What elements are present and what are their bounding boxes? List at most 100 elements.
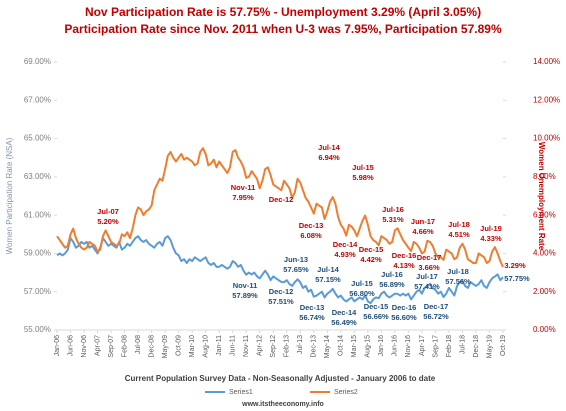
x-tick-label: Mar-15 [351, 335, 358, 357]
y-tick-label: 57.00% [24, 287, 51, 296]
x-tick-label: Dec-08 [148, 335, 155, 358]
x-tick-label: Nov-16 [405, 335, 412, 358]
x-tick-label: May-09 [162, 335, 169, 358]
annotation: 6.08% [300, 231, 322, 240]
x-tick-label: Nov-11 [243, 335, 250, 357]
annotation: Jul-16 [381, 270, 403, 279]
chart-subtitle: Participation Rate since Nov. 2011 when … [64, 22, 502, 36]
annotation: Dec-15 [359, 245, 384, 254]
annotation: Jul-15 [352, 163, 374, 172]
annotation: 56.74% [299, 313, 325, 322]
annotation: Jun-13 [284, 255, 308, 264]
annotation: 57.41% [414, 282, 440, 291]
annotation: 57.75% [504, 274, 530, 283]
x-tick-label: Feb-13 [284, 335, 291, 357]
y2-tick-label: 10.00% [533, 134, 560, 143]
x-tick-label: Jul-18 [459, 335, 466, 354]
y-tick-label: 61.00% [24, 210, 51, 219]
x-tick-label: Aug-15 [365, 335, 372, 358]
x-tick-label: Jan-16 [378, 335, 385, 357]
series-line [56, 235, 504, 305]
annotation: Nov-11 [233, 281, 258, 290]
annotation: 6.94% [318, 153, 340, 162]
x-tick-label: Sep-17 [432, 335, 439, 358]
series-line [56, 147, 504, 268]
annotation: 56.66% [363, 312, 389, 321]
annotation: 56.80% [349, 289, 375, 298]
x-tick-label: May-19 [486, 335, 493, 358]
annotation: 5.31% [382, 215, 404, 224]
y2-tick-label: 2.00% [533, 287, 556, 296]
y-axis-title: Women Participation Rate (NSA) [5, 137, 14, 254]
legend-label: Series2 [334, 389, 358, 396]
x-tick-label: Aug-10 [203, 335, 210, 358]
annotation: 56.60% [391, 313, 417, 322]
annotation: Dec-17 [424, 302, 449, 311]
x-tick-label: Dec-18 [473, 335, 480, 358]
annotation: Dec-14 [333, 240, 358, 249]
y2-tick-label: 12.00% [533, 95, 560, 104]
x-tick-label: Oct-14 [338, 335, 345, 356]
annotation: Nov-11 [231, 183, 256, 192]
annotation: 5.20% [97, 217, 119, 226]
x-tick-label: Feb-08 [121, 335, 128, 357]
x-tick-label: Mar-10 [189, 335, 196, 357]
x-tick-label: Sep-12 [270, 335, 277, 358]
annotation: 56.89% [379, 280, 405, 289]
x-tick-label: Apr-12 [257, 335, 264, 356]
legend-label: Series1 [229, 389, 253, 396]
annotation: 4.93% [334, 250, 356, 259]
annotation: Jul-14 [318, 143, 341, 152]
x-tick-label: Jul-13 [297, 335, 304, 354]
chart-title: Nov Participation Rate is 57.75% - Unemp… [85, 5, 481, 19]
y2-tick-label: 0.00% [533, 325, 556, 334]
annotation: Dec-17 [417, 253, 442, 262]
annotation: 4.33% [480, 234, 502, 243]
annotation: 56.72% [423, 312, 449, 321]
annotation: Jul-18 [447, 267, 469, 276]
x-tick-label: Sep-07 [108, 335, 115, 358]
annotation: Jun-17 [411, 217, 435, 226]
x-tick-label: Apr-17 [419, 335, 426, 356]
annotation: 4.66% [412, 227, 434, 236]
annotation: 5.98% [352, 173, 374, 182]
annotation: Jul-18 [448, 220, 470, 229]
annotation: Jul-17 [416, 272, 438, 281]
x-tick-label: Jun-11 [230, 335, 237, 356]
annotation: 4.13% [393, 261, 415, 270]
y2-tick-label: 6.00% [533, 210, 556, 219]
annotation: Dec-13 [300, 303, 325, 312]
x-tick-label: Jul-08 [135, 335, 142, 354]
annotation: 3.29% [504, 261, 526, 270]
y-tick-label: 55.00% [24, 325, 51, 334]
annotation: Dec-12 [269, 287, 294, 296]
annotation: Dec-14 [332, 308, 357, 317]
x-tick-label: Oct-19 [500, 335, 507, 356]
x-tick-label: Jan-11 [216, 335, 223, 356]
y2-tick-label: 4.00% [533, 249, 556, 258]
y-tick-label: 63.00% [24, 172, 51, 181]
y2-axis-title: Women Unemployment Rate [537, 142, 546, 251]
annotation: 57.15% [315, 275, 341, 284]
x-tick-label: May-14 [324, 335, 331, 358]
x-tick-label: Jun-16 [392, 335, 399, 357]
annotation: 4.42% [360, 255, 382, 264]
annotation: Dec-13 [299, 221, 324, 230]
x-tick-label: Nov-06 [81, 335, 88, 358]
annotation: 3.66% [418, 263, 440, 272]
x-axis-title: Current Population Survey Data - Non-Sea… [125, 374, 436, 383]
annotation: Dec-16 [392, 303, 417, 312]
x-tick-label: Jan-06 [54, 335, 61, 357]
annotation: 57.51% [268, 297, 294, 306]
annotation: 7.95% [232, 193, 254, 202]
y-tick-label: 59.00% [24, 249, 51, 258]
y-tick-label: 65.00% [24, 134, 51, 143]
x-tick-label: Feb-18 [446, 335, 453, 357]
annotation: Dec-12 [269, 195, 294, 204]
y2-tick-label: 8.00% [533, 172, 556, 181]
x-tick-label: Dec-13 [311, 335, 318, 358]
annotation: Jul-14 [317, 265, 340, 274]
x-tick-label: Jun-06 [67, 335, 74, 357]
x-tick-label: Oct-09 [175, 335, 182, 356]
